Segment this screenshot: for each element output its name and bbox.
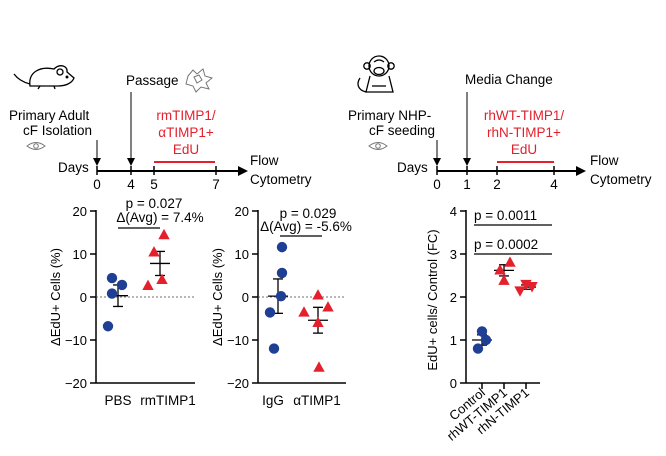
flow-line-2: Cytometry — [590, 172, 652, 187]
day-tick-label: 4 — [550, 177, 558, 192]
x-category-label: rmTIMP1 — [140, 393, 196, 408]
y-tick-label: −20 — [227, 376, 249, 391]
data-point — [504, 256, 516, 267]
data-point — [313, 361, 325, 372]
data-point — [520, 279, 532, 291]
days-label: Days — [397, 160, 428, 175]
chart-pbs-vs-rmtimp1: 20 10 0 −10 −20 ΔEdU+ Cells (%) PBS rmTI… — [48, 196, 204, 408]
y-tick-label: −10 — [227, 333, 249, 348]
y-axis-label: ΔEdU+ Cells (%) — [210, 248, 225, 346]
data-point — [480, 334, 492, 346]
data-point — [106, 272, 118, 284]
y-tick-label: 1 — [450, 333, 457, 348]
treatment-line-1: rhWT-TIMP1/ — [484, 108, 564, 123]
data-point — [494, 264, 506, 275]
day-tick-label: 7 — [212, 177, 220, 192]
passage-label: Passage — [126, 73, 179, 88]
data-marks — [264, 241, 334, 372]
y-tick-label: 4 — [450, 204, 457, 219]
treatment-line-2: rhN-TIMP1+ — [487, 125, 561, 140]
eye-icon — [26, 142, 46, 150]
data-point — [526, 282, 538, 293]
data-point — [264, 307, 276, 318]
p-value-label: p = 0.027 — [126, 196, 183, 211]
y-tick-label: 10 — [73, 247, 87, 262]
delta-avg-label: Δ(Avg) = -5.6% — [260, 219, 352, 234]
day-tick-label: 0 — [93, 177, 101, 192]
data-point — [476, 326, 488, 337]
treatment-line-1: rmTIMP1/ — [156, 108, 215, 123]
treatment-line-2: αTIMP1+ — [158, 125, 214, 140]
day-tick-label: 5 — [150, 177, 158, 192]
flow-line-2: Cytometry — [250, 172, 312, 187]
eye-icon — [368, 142, 388, 150]
y-tick-label: 3 — [450, 247, 457, 262]
y-tick-label: 0 — [450, 376, 457, 391]
days-label: Days — [58, 160, 89, 175]
y-tick-label: 20 — [73, 204, 87, 219]
chart-fold-change: 4 3 2 1 0 EdU+ cells/ Control (FC) Contr… — [425, 204, 552, 444]
isolation-line-2: cF Isolation — [23, 123, 92, 138]
mouse-icon — [13, 65, 75, 90]
flow-line-1: Flow — [250, 153, 279, 168]
data-point — [102, 321, 114, 332]
x-category-label: PBS — [104, 393, 131, 408]
data-point — [498, 274, 510, 285]
y-tick-label: 2 — [450, 290, 457, 305]
isolation-line-1: Primary Adult — [9, 108, 90, 123]
treatment-line-3: EdU — [173, 142, 199, 157]
day-tick-label: 4 — [127, 177, 135, 192]
data-point — [156, 273, 168, 284]
y-tick-label: −10 — [65, 333, 87, 348]
y-tick-label: −20 — [65, 376, 87, 391]
y-tick-label: 0 — [80, 290, 87, 305]
monkey-icon — [357, 55, 395, 93]
y-axis-label: ΔEdU+ Cells (%) — [48, 248, 63, 346]
x-category-label: αTIMP1 — [293, 393, 341, 408]
data-point — [148, 246, 160, 257]
y-tick-label: 20 — [235, 204, 249, 219]
data-point — [275, 290, 287, 302]
p-value-label: p = 0.029 — [280, 206, 337, 221]
data-point — [298, 306, 310, 317]
seeding-line-2: cF seeding — [369, 123, 435, 138]
seeding-line-1: Primary NHP- — [348, 108, 431, 123]
data-point — [116, 279, 128, 291]
chart-igg-vs-atimp1: 20 10 0 −10 −20 ΔEdU+ Cells (%) IgG αTIM… — [210, 204, 352, 408]
p-value-label: p = 0.0002 — [474, 237, 538, 252]
day-tick-label: 0 — [433, 177, 441, 192]
delta-avg-label: Δ(Avg) = 7.4% — [116, 210, 203, 225]
data-point — [106, 288, 118, 299]
data-marks — [472, 256, 538, 354]
data-point — [514, 286, 526, 297]
data-point — [276, 241, 288, 253]
left-timeline: Passage Primary Adult cF Isolation rmTIM… — [9, 65, 312, 192]
right-timeline: Media Change Primary NHP- cF seeding rhW… — [348, 55, 652, 192]
data-point — [276, 267, 288, 279]
data-point — [322, 301, 334, 312]
media-change-label: Media Change — [465, 72, 553, 87]
data-point — [158, 228, 170, 240]
data-point — [312, 316, 324, 327]
p-value-label: p = 0.0011 — [474, 208, 537, 223]
data-point — [268, 343, 280, 354]
day-tick-label: 2 — [493, 177, 501, 192]
data-point — [142, 279, 154, 291]
y-tick-label: 10 — [235, 247, 249, 262]
cells-icon — [185, 68, 214, 93]
y-axis-label: EdU+ cells/ Control (FC) — [425, 229, 440, 370]
data-point — [472, 343, 484, 354]
data-marks — [102, 228, 170, 332]
x-category-label: IgG — [262, 393, 284, 408]
treatment-line-3: EdU — [511, 142, 537, 157]
day-tick-label: 1 — [463, 177, 471, 192]
data-point — [312, 289, 324, 300]
flow-line-1: Flow — [590, 153, 619, 168]
y-tick-label: 0 — [242, 290, 249, 305]
